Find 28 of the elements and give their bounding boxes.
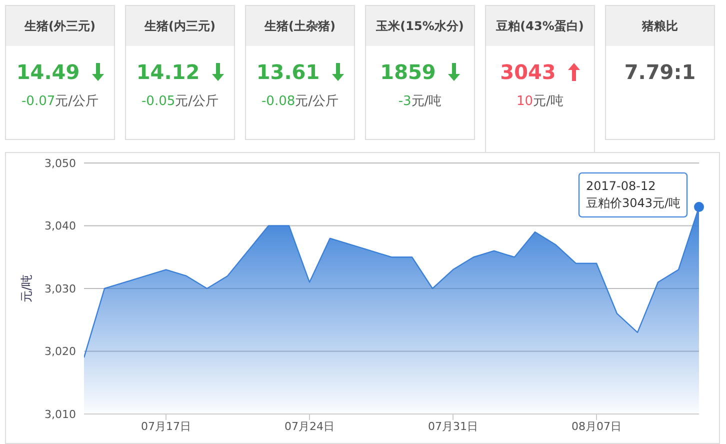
text: 10元/吨 bbox=[516, 93, 564, 110]
text: 1859 bbox=[380, 60, 436, 84]
text: 3043 bbox=[500, 60, 556, 84]
y-tick-label: 3,030 bbox=[44, 282, 76, 296]
y-tick-label: 3,050 bbox=[44, 156, 76, 170]
y-tick-label: 3,020 bbox=[44, 345, 76, 358]
text: -0.07元/公斤 bbox=[20, 93, 100, 110]
text: -0.08元/公斤 bbox=[260, 93, 340, 110]
y-tick-label: 3,040 bbox=[44, 220, 76, 233]
text: -0.05元/公斤 bbox=[140, 93, 220, 110]
text: 14.49 bbox=[16, 60, 80, 84]
category-label: 生猪(外三元) bbox=[6, 6, 114, 46]
x-tick-label: 07月31日 bbox=[428, 420, 478, 433]
x-tick-label: 07月24日 bbox=[284, 420, 334, 433]
text: 14.12 bbox=[136, 60, 200, 84]
text: 7.79:1 bbox=[624, 60, 696, 84]
x-tick-label: 08月07日 bbox=[572, 420, 622, 433]
text: 13.61 bbox=[256, 60, 320, 84]
category-label: 生猪(内三元) bbox=[126, 6, 234, 46]
category-label: 猪粮比 bbox=[606, 6, 714, 46]
text: -3元/吨 bbox=[397, 93, 443, 110]
category-label: 生猪(土杂猪) bbox=[246, 6, 354, 46]
category-label: 豆粕(43%蛋白) bbox=[486, 6, 594, 46]
y-tick-label: 3,010 bbox=[44, 408, 76, 421]
y-axis-title: 元/吨 bbox=[19, 274, 34, 303]
x-tick-label: 07月17日 bbox=[141, 420, 191, 433]
category-label: 玉米(15%水分) bbox=[366, 6, 474, 46]
annotation: 2017-08-12 豆粕价3043元/吨 bbox=[586, 178, 681, 210]
